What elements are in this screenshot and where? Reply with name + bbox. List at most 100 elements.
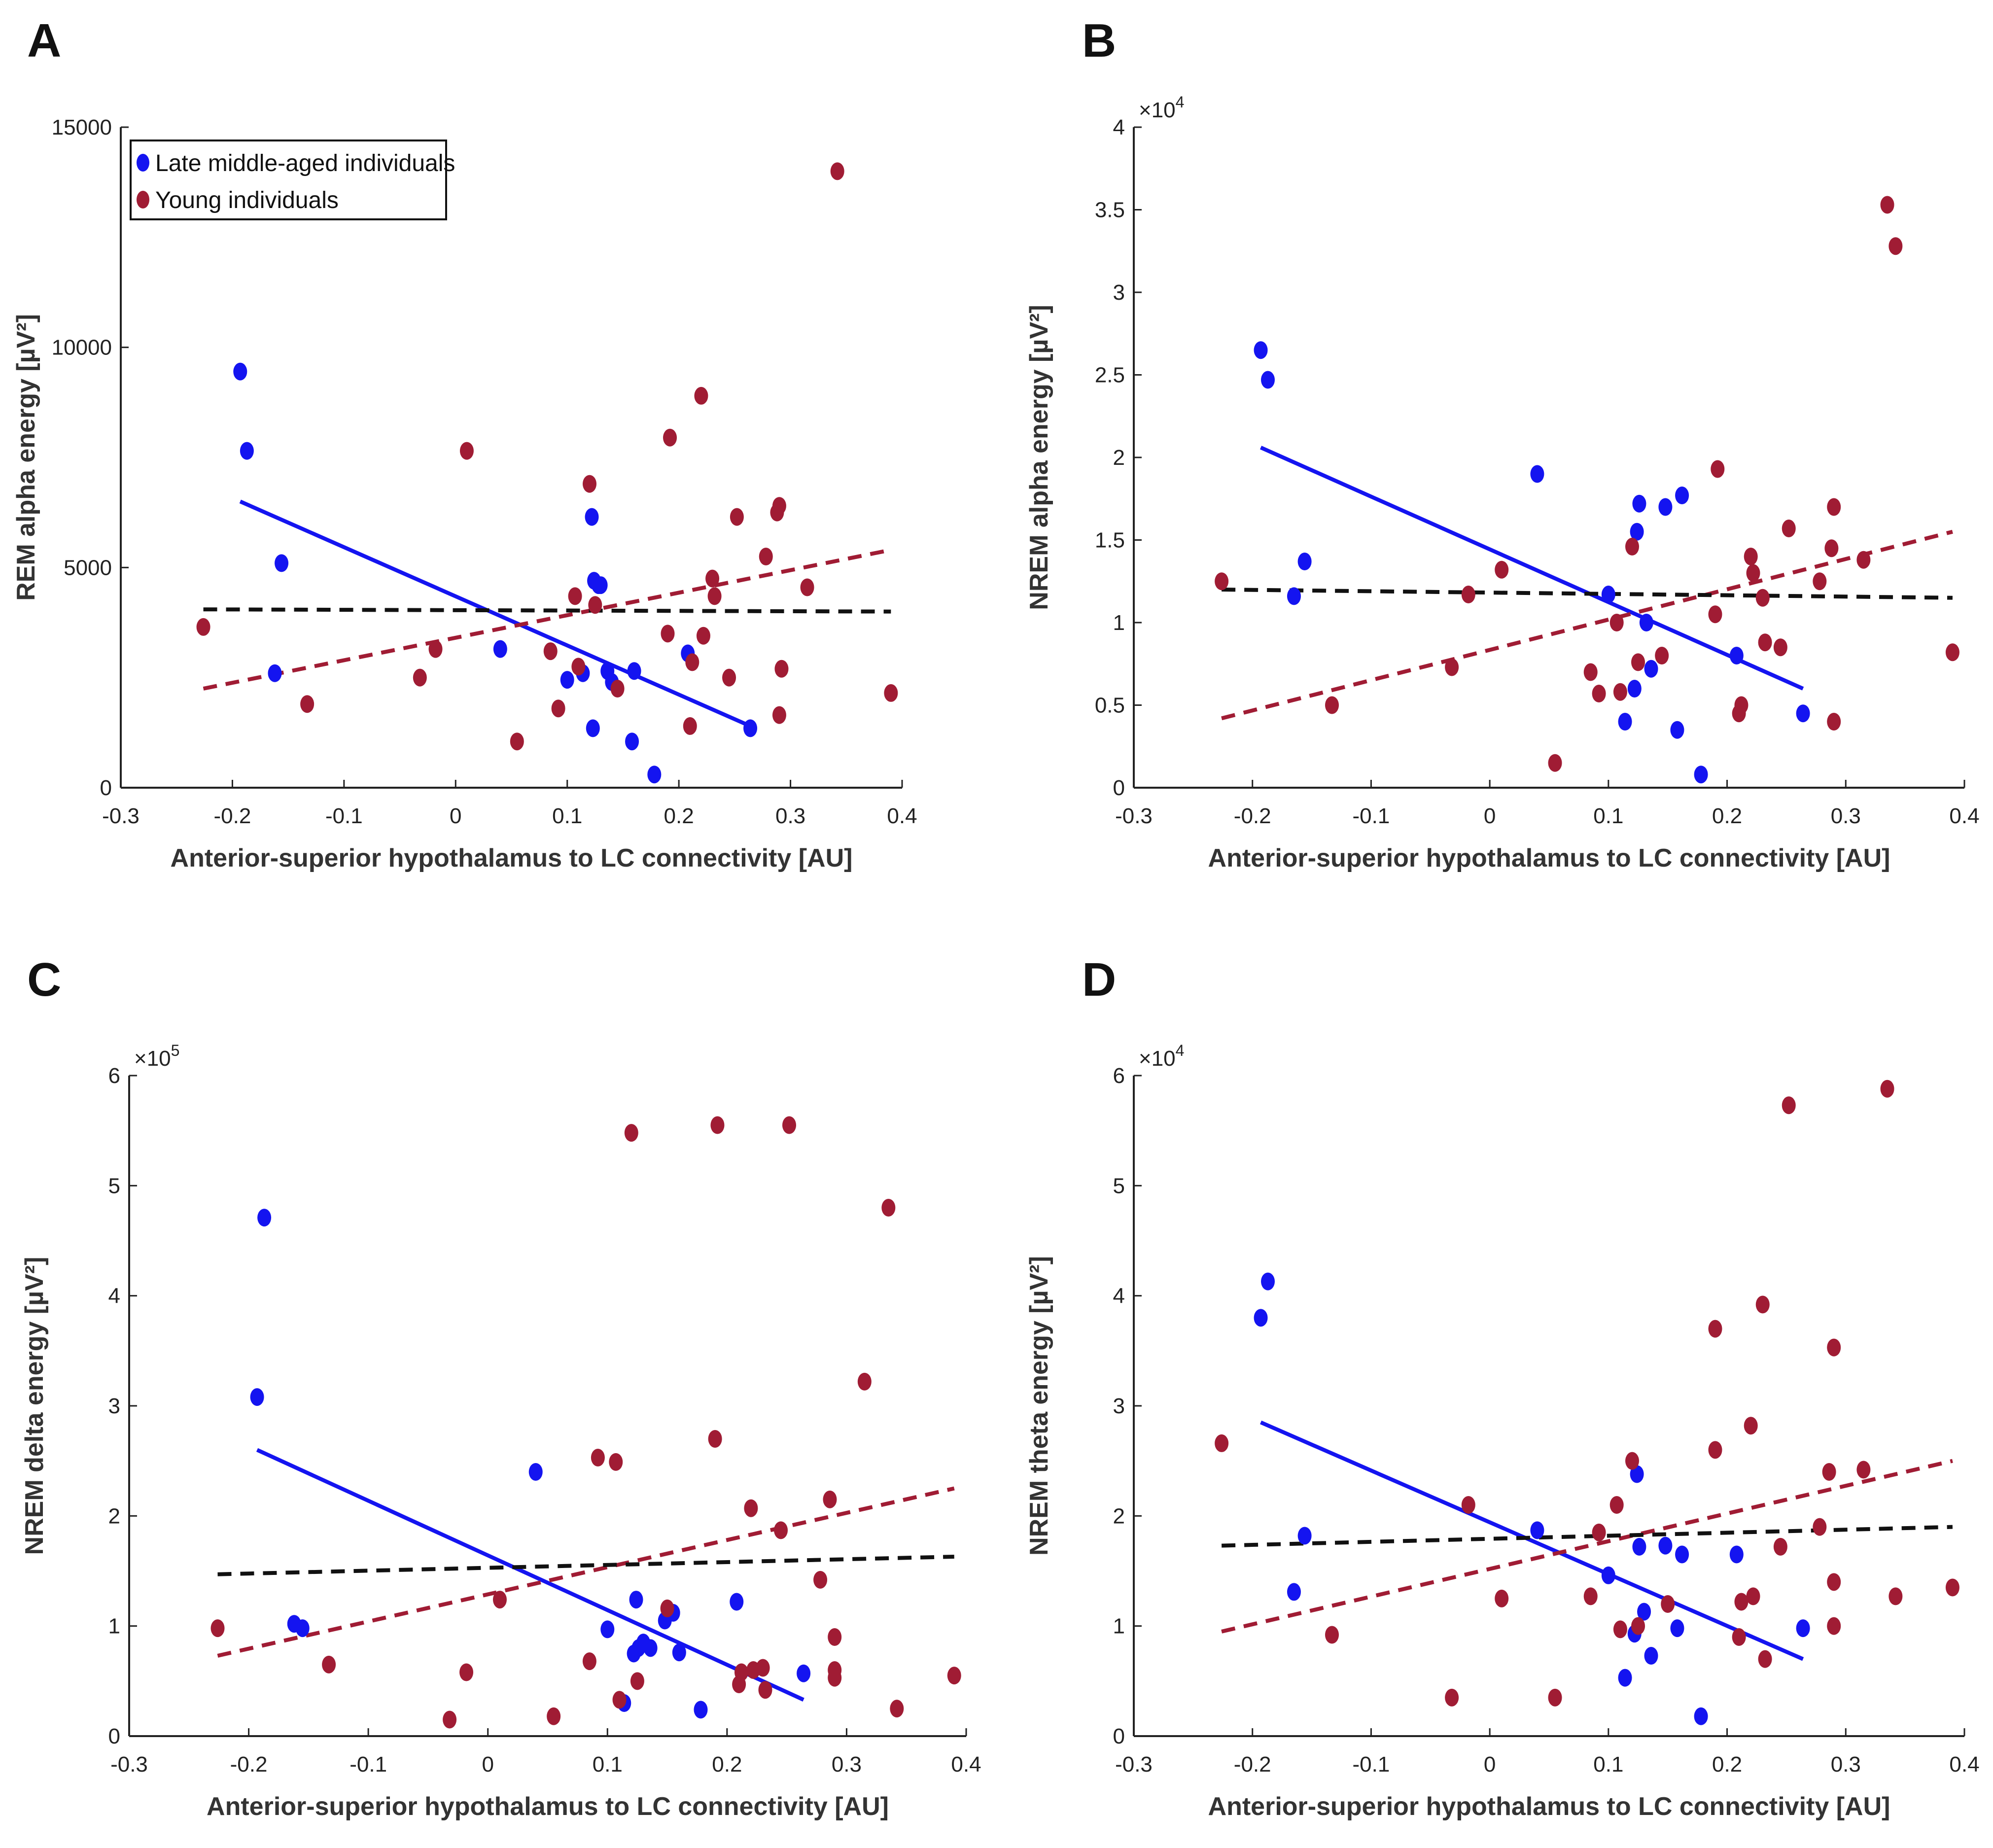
- panel-b-point-late: [1530, 465, 1544, 483]
- panel-d-point-young: [1856, 1461, 1871, 1479]
- panel-c-x-tick-label: 0.3: [832, 1752, 862, 1777]
- panel-a-point-young: [772, 706, 786, 724]
- panel-d-x-tick-label: 0.2: [1712, 1752, 1742, 1777]
- panel-c-point-young: [322, 1655, 336, 1674]
- panel-b-point-young: [1548, 754, 1562, 772]
- panel-a-point-late: [743, 719, 758, 737]
- panel-a-point-late: [585, 508, 599, 526]
- panel-a-fit-line-young: [203, 548, 892, 691]
- panel-b-point-young: [1655, 647, 1669, 664]
- panel-d-point-young: [1461, 1496, 1475, 1514]
- panel-c-point-young: [547, 1707, 561, 1725]
- panel-c-point-late: [257, 1209, 272, 1227]
- panel-c-point-young: [630, 1672, 644, 1690]
- panel-c-point-young: [492, 1591, 507, 1609]
- panel-b-x-tick-label: 0.3: [1831, 804, 1861, 828]
- panel-a-point-young: [663, 428, 677, 447]
- panel-b-point-late: [1618, 713, 1632, 731]
- panel-b-y-tick-label: 3: [1113, 280, 1125, 305]
- panel-d-point-young: [1215, 1434, 1229, 1452]
- panel-a-point-young: [722, 668, 736, 687]
- panel-b-y-label: NREM alpha energy [µV²]: [1025, 305, 1053, 610]
- panel-d-x-tick-label: 0.1: [1593, 1752, 1623, 1777]
- panel-d-point-young: [1773, 1537, 1787, 1556]
- panel-c-point-young: [591, 1448, 605, 1466]
- panel-b-x-label: Anterior-superior hypothalamus to LC con…: [1208, 844, 1890, 872]
- panel-b-point-late: [1287, 587, 1301, 605]
- panel-c-point-young: [890, 1700, 904, 1718]
- panel-a-point-late: [625, 732, 639, 751]
- panel-b-point-young: [1758, 633, 1772, 652]
- panel-b-point-young: [1325, 696, 1339, 714]
- panel-c-x-tick-label: -0.2: [230, 1752, 268, 1777]
- panel-b-point-late: [1796, 704, 1810, 723]
- panel-d-point-young: [1592, 1523, 1606, 1541]
- panel-c-point-young: [582, 1652, 596, 1671]
- panel-d-point-young: [1708, 1320, 1722, 1338]
- panel-c-y-tick-label: 1: [108, 1614, 120, 1639]
- panel-d-point-late: [1618, 1669, 1632, 1687]
- panel-b-y-tick-label: 2.5: [1095, 363, 1125, 387]
- panel-b-point-late: [1630, 523, 1644, 541]
- panel-b-point-young: [1744, 548, 1758, 565]
- panel-d-point-young: [1827, 1573, 1841, 1591]
- panel-a-point-young: [683, 717, 697, 735]
- panel-d-point-young: [1609, 1496, 1624, 1514]
- panel-d-point-young: [1782, 1096, 1796, 1115]
- panel-b-fit-line-overall: [1222, 588, 1953, 600]
- panel-b-y-tick-label: 4: [1113, 115, 1125, 139]
- legend-box: [130, 139, 447, 220]
- panel-a-point-late: [560, 671, 574, 689]
- panel-b-point-late: [1675, 487, 1689, 505]
- panel-d-y-tick-label: 2: [1113, 1504, 1125, 1528]
- panel-b-point-late: [1639, 614, 1653, 631]
- panel-d-x-tick-label: 0.4: [1949, 1752, 1979, 1777]
- panel-b-point-late: [1644, 660, 1658, 678]
- panel-b-point-young: [1583, 663, 1598, 681]
- panel-a-point-young: [543, 642, 558, 661]
- panel-b-point-young: [1495, 560, 1509, 579]
- panel-b-point-late: [1261, 371, 1275, 389]
- panel-b-fit-line-late: [1259, 446, 1804, 691]
- panel-b-x-tick-label: 0.2: [1712, 804, 1742, 828]
- panel-d-point-young: [1495, 1589, 1509, 1607]
- panel-a-point-late: [627, 662, 641, 680]
- panel-a-point-young: [707, 587, 722, 605]
- panel-d-point-young: [1945, 1578, 1959, 1597]
- panel-c-point-late: [600, 1620, 615, 1639]
- panel-d-x-label: Anterior-superior hypothalamus to LC con…: [1208, 1792, 1890, 1821]
- panel-b-y-tick-label: 1.5: [1095, 528, 1125, 553]
- legend-label-young: Young individuals: [155, 187, 339, 213]
- panel-b-point-late: [1670, 721, 1684, 739]
- panel-c-y-tick-label: 4: [108, 1284, 120, 1308]
- panel-b-point-young: [1625, 537, 1639, 556]
- panel-a-point-young: [830, 162, 844, 180]
- panel-c-point-late: [295, 1619, 310, 1638]
- panel-c-point-young: [881, 1199, 896, 1217]
- panel-c-point-young: [734, 1663, 748, 1681]
- panel-c-point-young: [813, 1570, 828, 1589]
- panel-b-y-multiplier: ×104: [1139, 93, 1184, 122]
- panel-d-y-multiplier: ×104: [1139, 1042, 1184, 1071]
- panel-c-point-young: [443, 1710, 457, 1729]
- panel-d-point-late: [1637, 1603, 1651, 1621]
- panel-b-x-tick-label: -0.1: [1353, 804, 1390, 828]
- panel-d-point-late: [1796, 1619, 1810, 1638]
- panel-a-y-tick-label: 5000: [64, 556, 112, 580]
- panel-b-x-tick-label: 0: [1484, 804, 1496, 828]
- panel-d-y-tick-label: 5: [1113, 1174, 1125, 1198]
- panel-a-point-late: [586, 719, 600, 737]
- panel-a-point-young: [772, 497, 786, 515]
- panel-a-point-late: [493, 640, 507, 658]
- panel-c-x-tick-label: 0: [482, 1752, 493, 1777]
- panel-d-point-young: [1583, 1587, 1598, 1605]
- panel-c-point-young: [857, 1372, 872, 1391]
- panel-a-x-tick-label: -0.2: [214, 804, 251, 828]
- panel-c-point-young: [758, 1681, 772, 1699]
- panel-d-x-tick-label: 0.3: [1831, 1752, 1861, 1777]
- panel-d-y-tick-label: 6: [1113, 1064, 1125, 1088]
- panel-a-point-young: [759, 548, 773, 565]
- panel-a-point-young: [413, 668, 427, 687]
- panel-a-point-late: [240, 442, 254, 460]
